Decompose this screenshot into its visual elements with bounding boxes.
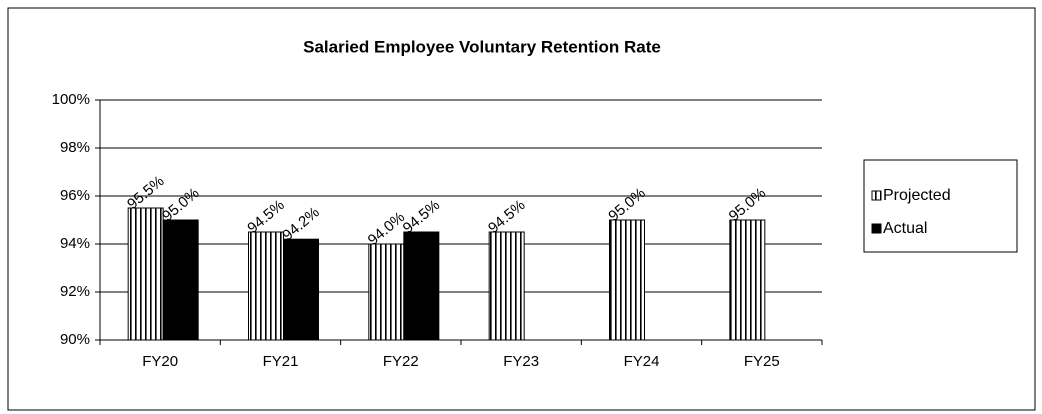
bar (127, 207, 164, 341)
y-tick-label: 98% (60, 139, 90, 156)
x-tick-label: FY20 (142, 353, 178, 370)
x-tick-label: FY23 (503, 353, 539, 370)
bar (609, 219, 645, 341)
legend-swatch (871, 223, 882, 234)
legend-swatch (871, 190, 882, 201)
x-tick-label: FY24 (624, 353, 660, 370)
legend-label: Projected (883, 187, 951, 204)
y-tick-label: 96% (60, 187, 90, 204)
chart-title: Salaried Employee Voluntary Retention Ra… (303, 37, 661, 56)
bar (162, 219, 199, 341)
legend-box (863, 159, 1018, 253)
bar (368, 243, 405, 341)
y-tick-label: 94% (60, 235, 90, 252)
x-tick-label: FY21 (263, 353, 299, 370)
bar (283, 238, 319, 341)
y-tick-label: 100% (52, 91, 90, 108)
bar (248, 231, 284, 341)
bar (729, 219, 766, 341)
x-tick-label: FY25 (744, 353, 780, 370)
bar (488, 231, 525, 341)
bar (403, 231, 440, 341)
y-tick-label: 92% (60, 283, 90, 300)
legend-label: Actual (883, 220, 927, 237)
x-tick-label: FY22 (383, 353, 419, 370)
y-tick-label: 90% (60, 331, 90, 348)
